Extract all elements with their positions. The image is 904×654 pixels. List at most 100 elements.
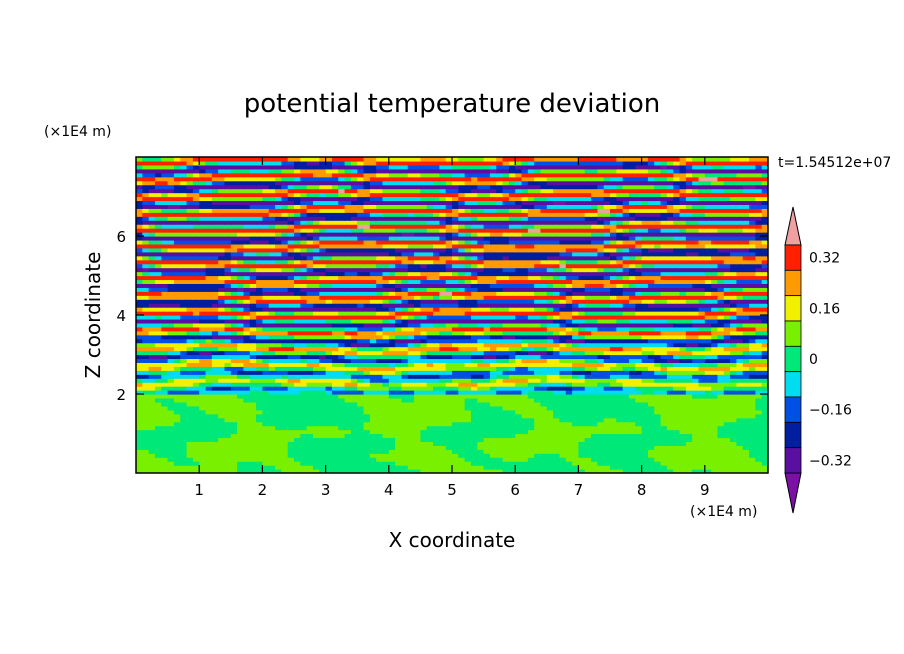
contour-cell: [205, 429, 213, 435]
contour-cell: [300, 382, 308, 387]
contour-cell: [407, 279, 415, 284]
contour-cell: [660, 449, 668, 454]
contour-cell: [401, 465, 409, 470]
contour-cell: [407, 461, 415, 466]
contour-cell: [350, 311, 358, 316]
contour-cell: [243, 382, 251, 387]
contour-cell: [173, 374, 181, 379]
contour-cell: [477, 445, 485, 450]
contour-cell: [502, 295, 510, 300]
contour-cell: [527, 283, 535, 288]
contour-cell: [294, 350, 301, 356]
contour-cell: [388, 279, 396, 284]
contour-cell: [527, 275, 535, 281]
contour-cell: [281, 429, 289, 435]
contour-cell: [382, 441, 390, 446]
contour-cell: [433, 322, 440, 328]
contour-cell: [502, 433, 510, 439]
contour-cell: [673, 295, 681, 300]
contour-cell: [540, 457, 548, 462]
contour-cell: [420, 342, 428, 348]
contour-cell: [401, 303, 409, 308]
contour-cell: [679, 354, 687, 360]
contour-cell: [527, 421, 535, 427]
contour-cell: [186, 322, 194, 328]
contour-cell: [439, 350, 447, 356]
contour-cell: [477, 437, 485, 442]
contour-cell: [496, 299, 504, 304]
contour-cell: [154, 342, 162, 348]
contour-cell: [338, 386, 346, 391]
contour-cell: [591, 326, 598, 332]
contour-cell: [319, 374, 327, 379]
contour-cell: [616, 386, 624, 391]
contour-cell: [331, 405, 339, 411]
contour-cell: [692, 315, 700, 320]
contour-cell: [350, 354, 358, 360]
contour-cell: [287, 374, 295, 379]
contour-cell: [230, 397, 238, 403]
contour-cell: [521, 394, 529, 399]
contour-cell: [521, 465, 529, 470]
contour-cell: [610, 401, 617, 407]
contour-cell: [281, 275, 289, 281]
contour-cell: [262, 322, 270, 328]
contour-cell: [439, 437, 447, 442]
contour-cell: [546, 350, 554, 356]
contour-cell: [230, 461, 238, 466]
contour-cell: [426, 437, 434, 442]
contour-cell: [344, 354, 352, 360]
contour-cell: [173, 342, 181, 348]
contour-cell: [641, 405, 649, 411]
contour-cell: [262, 295, 270, 300]
contour-cell: [161, 425, 169, 431]
contour-cell: [249, 374, 257, 379]
contour-cell: [477, 390, 485, 395]
contour-cell: [673, 394, 681, 399]
contour-cell: [572, 437, 579, 442]
contour-cell: [464, 441, 472, 446]
contour-cell: [502, 378, 510, 383]
contour-cell: [496, 322, 504, 328]
contour-cell: [647, 453, 655, 458]
contour-cell: [388, 346, 396, 352]
contour-cell: [414, 433, 421, 439]
contour-cell: [578, 330, 586, 336]
contour-cell: [199, 441, 207, 446]
contour-cell: [154, 330, 162, 336]
contour-cell: [755, 307, 763, 312]
contour-cell: [161, 346, 169, 352]
contour-cell: [635, 409, 643, 415]
contour-cell: [407, 338, 415, 344]
contour-cell: [230, 417, 238, 423]
contour-cell: [294, 334, 301, 340]
contour-cell: [622, 405, 630, 411]
contour-cell: [388, 342, 396, 348]
contour-cell: [483, 358, 491, 363]
contour-cell: [395, 441, 403, 446]
contour-cell: [464, 318, 472, 324]
contour-cell: [527, 413, 535, 419]
contour-cell: [376, 445, 384, 450]
contour-cell: [433, 346, 440, 352]
contour-cell: [414, 421, 421, 427]
contour-cell: [452, 283, 459, 288]
contour-cell: [711, 279, 719, 284]
contour-cell: [515, 303, 523, 308]
contour-cell: [180, 358, 188, 363]
contour-cell: [534, 453, 542, 458]
contour-cell: [199, 275, 207, 281]
contour-cell: [616, 401, 624, 407]
contour-cell: [597, 417, 605, 423]
contour-cell: [641, 378, 649, 383]
contour-cell: [692, 322, 700, 328]
contour-cell: [673, 433, 681, 439]
contour-cell: [515, 307, 523, 312]
contour-cell: [521, 374, 529, 379]
contour-cell: [723, 405, 731, 411]
contour-cell: [565, 417, 573, 423]
contour-cell: [338, 279, 346, 284]
contour-cell: [312, 342, 320, 348]
contour-cell: [199, 405, 207, 411]
contour-cell: [698, 370, 706, 375]
